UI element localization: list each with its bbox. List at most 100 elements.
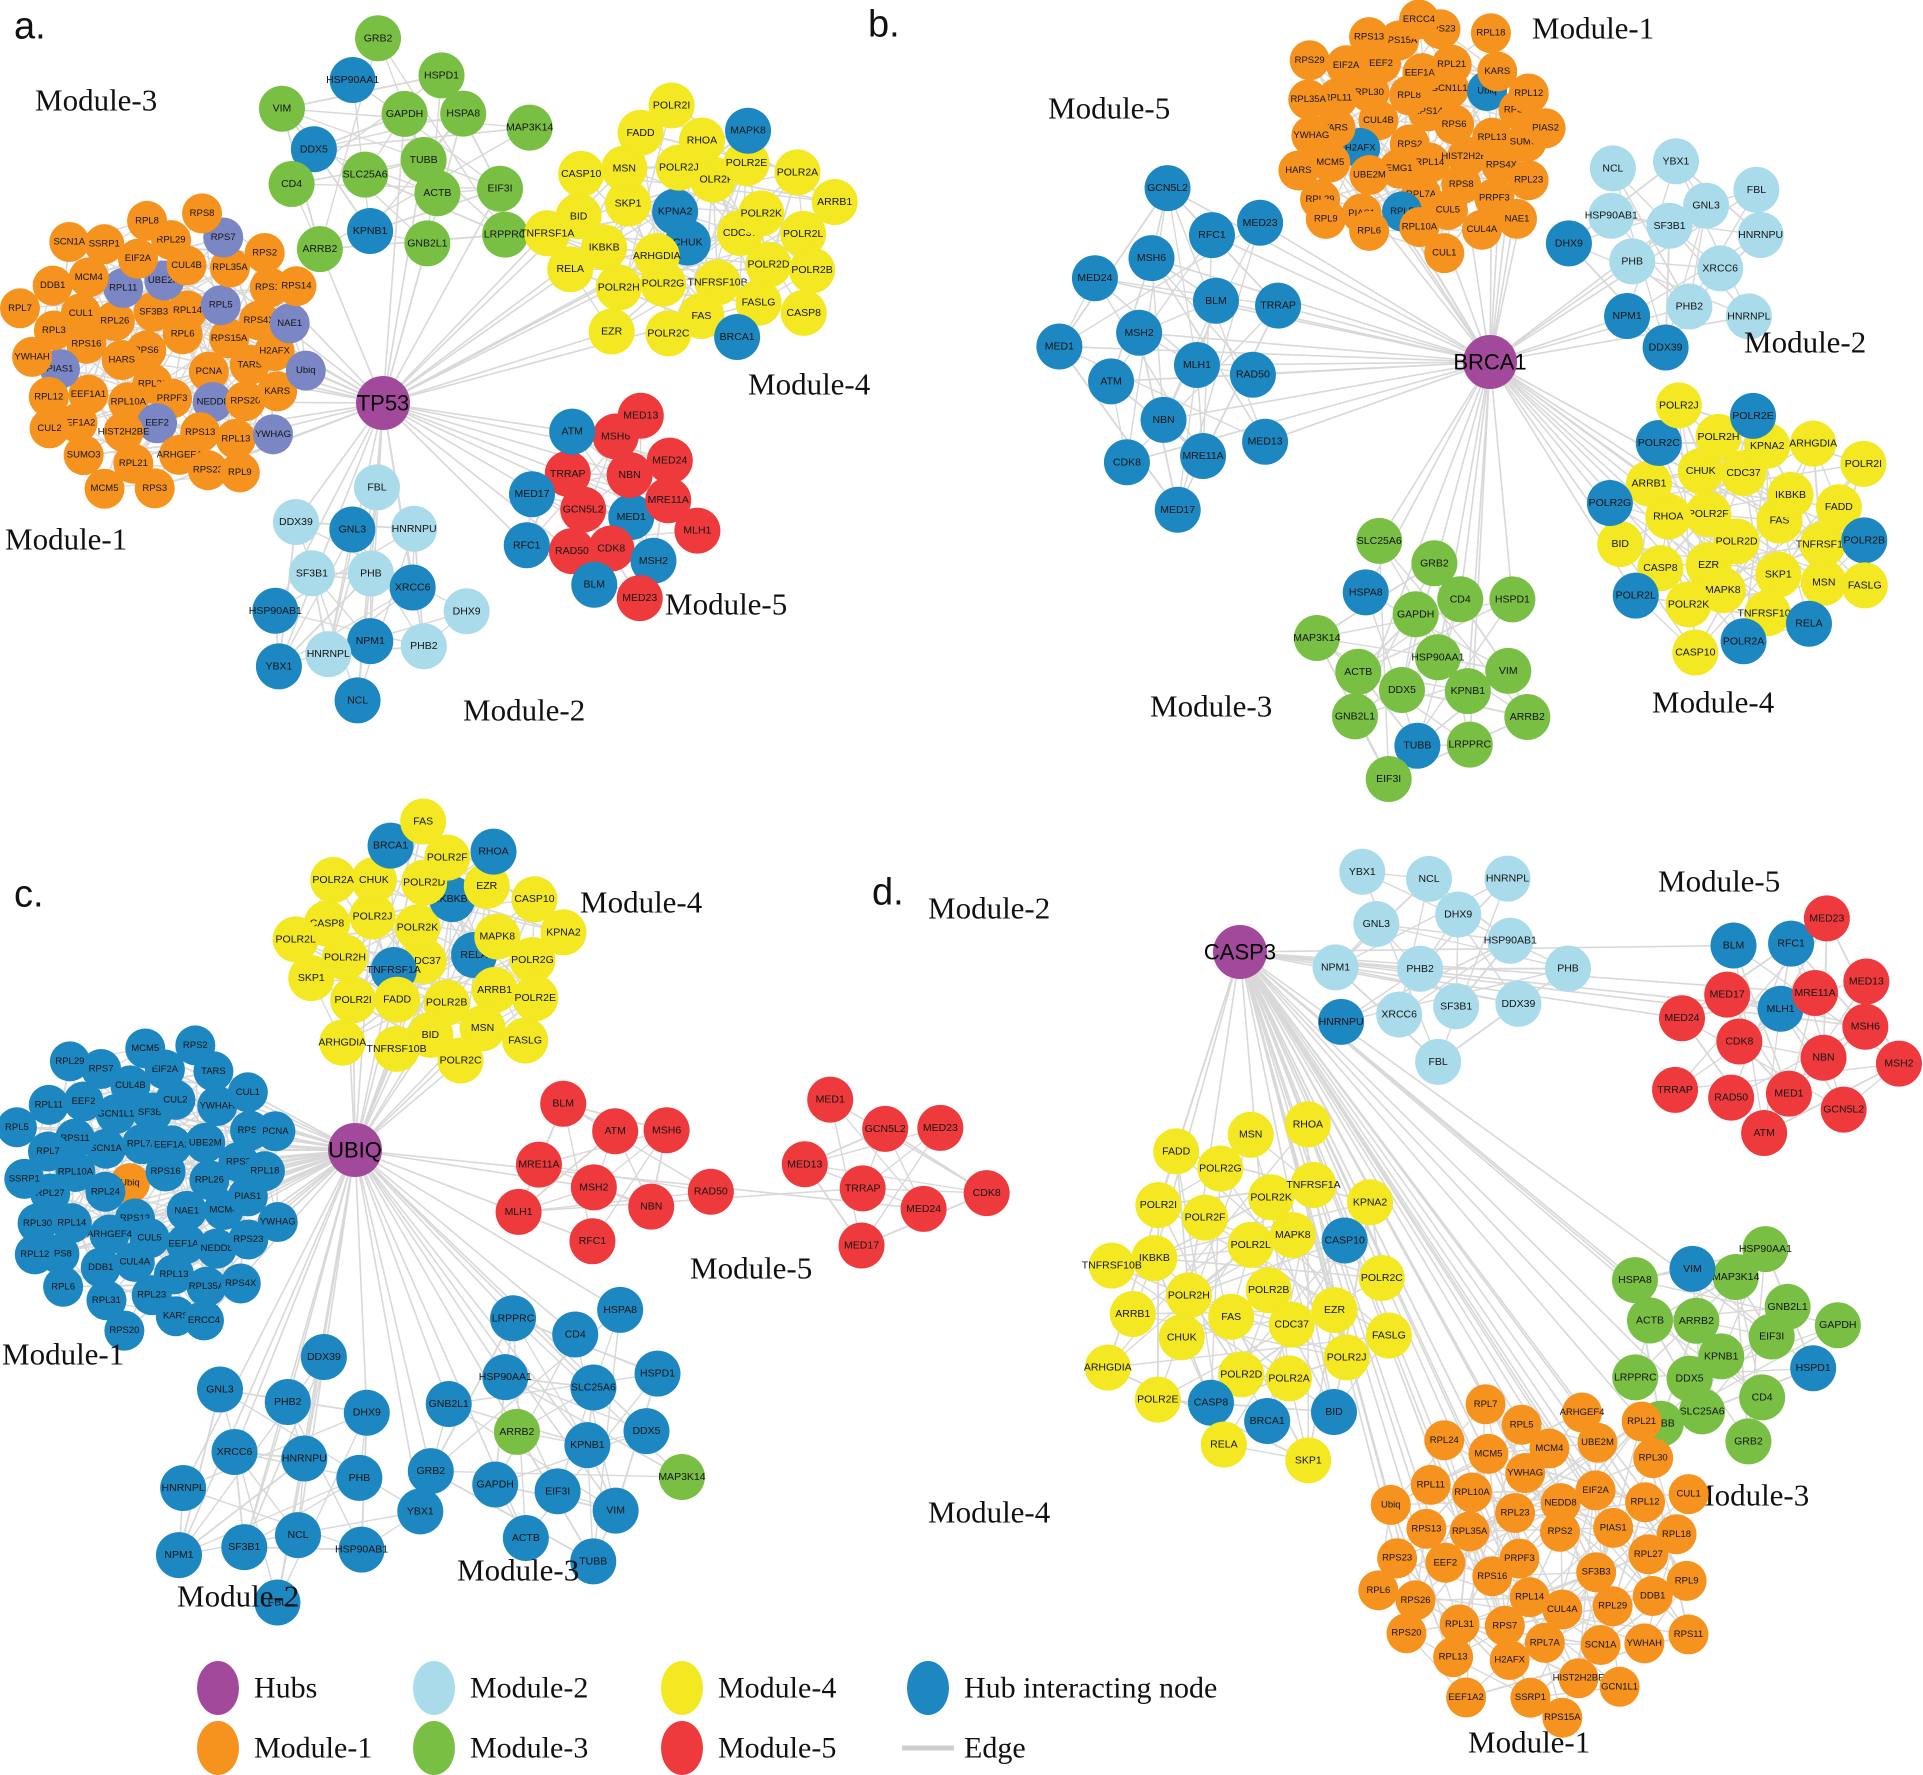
node-label: ARRB2: [302, 243, 337, 255]
hub-edge: [1239, 951, 1551, 1449]
node-label: RPL31: [1445, 1619, 1474, 1630]
node-label: NAE1: [174, 1205, 199, 1216]
node-label: DDX5: [632, 1425, 660, 1437]
node-ssrp1: [84, 224, 125, 265]
node-mapk8: [725, 107, 772, 154]
hub-edge: [1111, 361, 1491, 383]
hub-label: BRCA1: [1453, 350, 1526, 375]
node-rps20: [225, 381, 266, 422]
hub-edge: [382, 330, 612, 404]
edge: [1335, 877, 1508, 969]
node-label: MAPK8: [1275, 1229, 1311, 1241]
node-gcn5l2: [862, 1105, 909, 1152]
node-cul4a: [114, 1241, 155, 1282]
node-ywhag: [1291, 115, 1332, 156]
node-label: RPL8: [1397, 90, 1421, 101]
node-vim: [592, 1487, 639, 1534]
node-label: FASLG: [508, 1034, 542, 1046]
node-rps16: [66, 323, 107, 364]
node-rps2: [175, 1025, 216, 1066]
node-label: XRCC6: [1702, 262, 1738, 274]
node-label: FADD: [1162, 1145, 1190, 1157]
node-vim: [1485, 647, 1532, 694]
node-label: HSPD1: [424, 69, 459, 81]
node-hspa8: [597, 1286, 644, 1333]
node-gcn5l2: [1820, 1086, 1867, 1133]
node-mcm5: [84, 468, 125, 509]
node-label: FADD: [383, 994, 411, 1006]
node-rpl26: [94, 301, 135, 342]
node-label: RPL29: [1306, 194, 1335, 205]
edge: [274, 528, 415, 612]
node-label: EZR: [476, 880, 497, 892]
node-label: CHUK: [673, 237, 703, 249]
module-caption-module-2: Module-2: [1744, 324, 1866, 359]
node-label: MCM5: [1474, 1448, 1502, 1459]
node-gnb2l1: [425, 1381, 472, 1428]
node-cul4a: [1461, 209, 1502, 250]
node-rpl9: [219, 452, 260, 493]
node-arrb2: [296, 226, 343, 273]
node-faslg: [502, 1017, 549, 1064]
node-skp1: [288, 955, 335, 1002]
node-label: POLR2A: [1268, 1372, 1309, 1384]
node-xrcc6: [211, 1428, 258, 1475]
node-label: GAPDH: [1397, 608, 1434, 620]
node-phb: [347, 550, 394, 597]
node-label: POLR2K: [1250, 1191, 1291, 1203]
node-label: EIF3I: [1376, 773, 1401, 785]
hub-edge: [354, 1149, 450, 1405]
node-polr2e: [1730, 392, 1777, 439]
node-label: KPNB1: [1451, 685, 1486, 697]
edge: [287, 1401, 363, 1550]
module-4-nodes: CHUKKPNA2CDC37ARHGDIAPOLR2FTNFRSF10BSKP1…: [520, 82, 858, 360]
node-label: GAPDH: [386, 108, 423, 120]
node-fadd: [617, 109, 664, 156]
node-med17: [838, 1222, 885, 1269]
node-label: TNFRSF10B: [1082, 1260, 1142, 1272]
node-label: YWHAH: [200, 1100, 236, 1111]
node-rad50: [687, 1168, 734, 1215]
legend-marker: [197, 1721, 239, 1775]
node-ercc4: [183, 1300, 224, 1341]
node-label: RPL18: [250, 1166, 279, 1177]
node-arhgdia: [1790, 420, 1837, 467]
node-rela: [1785, 600, 1832, 647]
node-kpnb1: [564, 1422, 611, 1469]
node-label: MED23: [1243, 217, 1278, 229]
node-label: RPL9: [1314, 213, 1338, 224]
node-arrb1: [1109, 1290, 1156, 1337]
node-ybx1: [255, 643, 302, 690]
node-label: POLR2E: [515, 992, 556, 1004]
node-label: RPS20: [230, 396, 260, 407]
hub-edge: [369, 402, 384, 642]
node-label: MLH1: [1767, 1003, 1795, 1015]
node-label: HSP90AB1: [1585, 210, 1638, 222]
edge: [512, 1317, 588, 1446]
node-label: KPNA2: [1750, 440, 1785, 452]
node-arrb2: [1504, 694, 1551, 741]
node-polr2g: [1197, 1145, 1244, 1192]
node-label: MED17: [1710, 989, 1745, 1001]
node-rpl10a: [1452, 1472, 1493, 1513]
node-label: FAS: [413, 816, 433, 828]
node-label: RHOA: [1653, 511, 1683, 523]
node-polr2j: [1323, 1334, 1370, 1381]
node-label: PHB: [1557, 963, 1579, 975]
node-ywhah: [197, 1085, 238, 1126]
edge: [178, 1477, 360, 1556]
node-label: BLM: [1723, 940, 1745, 952]
node-label: EZR: [1698, 559, 1719, 571]
node-label: SKP1: [615, 198, 642, 210]
node-rfc1: [503, 522, 550, 569]
node-tnfrsf10b: [1088, 1242, 1135, 1289]
panel-c: CDC37POLR2KRELATNFRSF1AIKBKBPOLR2BPOLR2J…: [0, 798, 1010, 1626]
node-slc25a6: [570, 1364, 617, 1411]
edge: [1365, 591, 1509, 672]
node-rpl30: [17, 1203, 58, 1244]
legend-item-module-1: Module-1: [197, 1721, 372, 1775]
node-label: ARHGDIA: [318, 1037, 366, 1049]
node-gnl3: [196, 1366, 243, 1413]
node-med24: [646, 437, 693, 484]
node-rpl18: [1656, 1514, 1697, 1555]
